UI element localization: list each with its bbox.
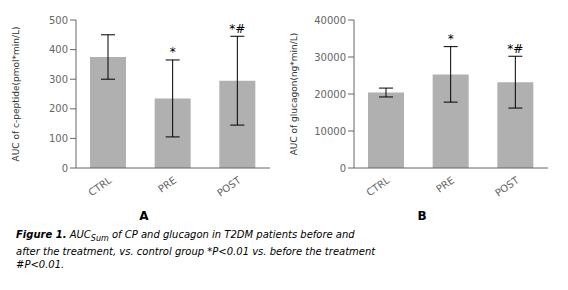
html-text:# P<0.01.: # P<0.01. (16, 259, 65, 270)
svg-text:PRE: PRE (156, 174, 178, 194)
svg-text:300: 300 (49, 74, 68, 85)
svg-text:AUC of c-peptide(pmol*min/L): AUC of c-peptide(pmol*min/L) (11, 27, 21, 162)
html-text:after the treatment, vs. contr: after the treatment, vs. control group *… (16, 246, 376, 257)
svg-text:20000: 20000 (314, 89, 346, 100)
svg-text:100: 100 (49, 133, 68, 144)
svg-text:POST: POST (493, 174, 522, 199)
svg-text:40000: 40000 (314, 15, 346, 26)
svg-text:30000: 30000 (314, 52, 346, 63)
svg-text:*: * (170, 45, 176, 59)
svg-text:PRE: PRE (434, 174, 456, 194)
html-text:B: B (417, 209, 427, 223)
html-text:A: A (139, 209, 149, 223)
svg-text:*#: *# (507, 42, 523, 56)
svg-text:200: 200 (49, 103, 68, 114)
svg-text:10000: 10000 (314, 126, 346, 137)
svg-text:POST: POST (215, 174, 244, 199)
svg-text:500: 500 (49, 15, 68, 26)
svg-text:*: * (448, 32, 454, 46)
html-text:Figure 1. AUCSumof CP and gluc: Figure 1. AUCSumof CP and glucagon in T2… (16, 229, 355, 243)
svg-text:*#: *# (229, 22, 245, 36)
svg-text:AUC of glucagon(ng*min/L): AUC of glucagon(ng*min/L) (289, 33, 299, 156)
svg-text:0: 0 (62, 163, 68, 174)
svg-text:400: 400 (49, 44, 68, 55)
svg-text:CTRL: CTRL (86, 174, 114, 198)
svg-text:0: 0 (340, 163, 346, 174)
svg-text:CTRL: CTRL (364, 174, 392, 198)
